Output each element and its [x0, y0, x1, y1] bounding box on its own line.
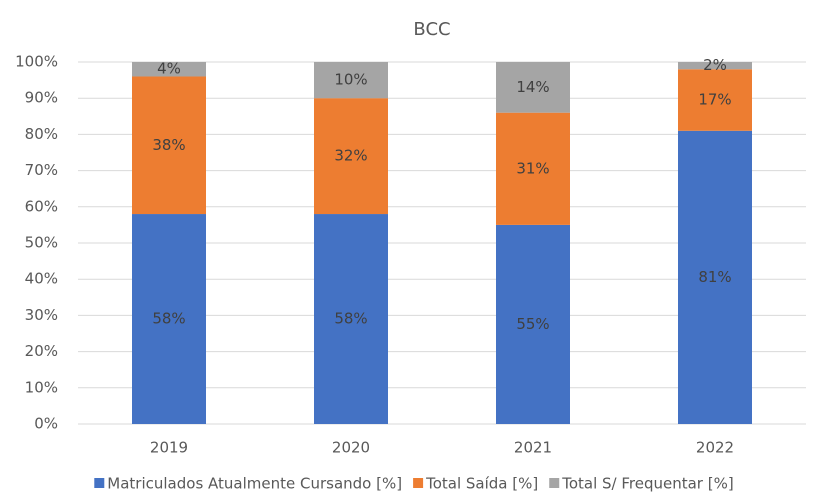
data-label: 81% — [698, 268, 731, 286]
bar-segment — [132, 76, 206, 215]
bar-segment — [496, 62, 570, 113]
x-tick-label: 2022 — [696, 439, 734, 457]
bar-segment — [132, 214, 206, 424]
y-tick-label: 20% — [25, 342, 58, 360]
legend-label: Matriculados Atualmente Cursando [%] — [107, 475, 402, 493]
bar-segment — [314, 214, 388, 424]
legend-label: Total S/ Frequentar [%] — [561, 475, 733, 493]
y-tick-label: 0% — [34, 415, 58, 433]
bar-segment — [132, 62, 206, 77]
data-label: 10% — [334, 71, 367, 89]
legend-swatch — [94, 478, 105, 488]
y-tick-label: 70% — [25, 161, 58, 179]
bar-segment — [314, 62, 388, 99]
x-tick-label: 2020 — [332, 439, 370, 457]
data-label: 31% — [516, 159, 549, 177]
y-tick-label: 30% — [25, 306, 58, 324]
y-tick-label: 10% — [25, 378, 58, 396]
data-label: 32% — [334, 147, 367, 165]
bar-segment — [678, 62, 752, 70]
data-label: 4% — [157, 60, 181, 78]
bar-segment — [678, 130, 752, 424]
bar-segment — [496, 224, 570, 424]
bar-segment — [496, 112, 570, 225]
x-tick-label: 2019 — [150, 439, 188, 457]
y-tick-label: 40% — [25, 270, 58, 288]
x-tick-label: 2021 — [514, 439, 552, 457]
data-label: 14% — [516, 78, 549, 96]
legend-swatch — [549, 478, 560, 488]
y-tick-label: 60% — [25, 197, 58, 215]
bar-segment — [314, 98, 388, 215]
legend-label: Total Saída [%] — [425, 475, 538, 493]
data-label: 58% — [152, 310, 185, 328]
bar-segment — [678, 69, 752, 131]
y-tick-label: 90% — [25, 89, 58, 107]
legend-swatch — [413, 478, 424, 488]
data-label: 38% — [152, 136, 185, 154]
data-label: 55% — [516, 315, 549, 333]
data-label: 17% — [698, 91, 731, 109]
data-label: 58% — [334, 310, 367, 328]
data-label: 2% — [703, 56, 727, 74]
y-tick-label: 100% — [15, 53, 58, 71]
y-tick-label: 80% — [25, 125, 58, 143]
chart-title: BCC — [413, 19, 450, 40]
y-tick-label: 50% — [25, 234, 58, 252]
